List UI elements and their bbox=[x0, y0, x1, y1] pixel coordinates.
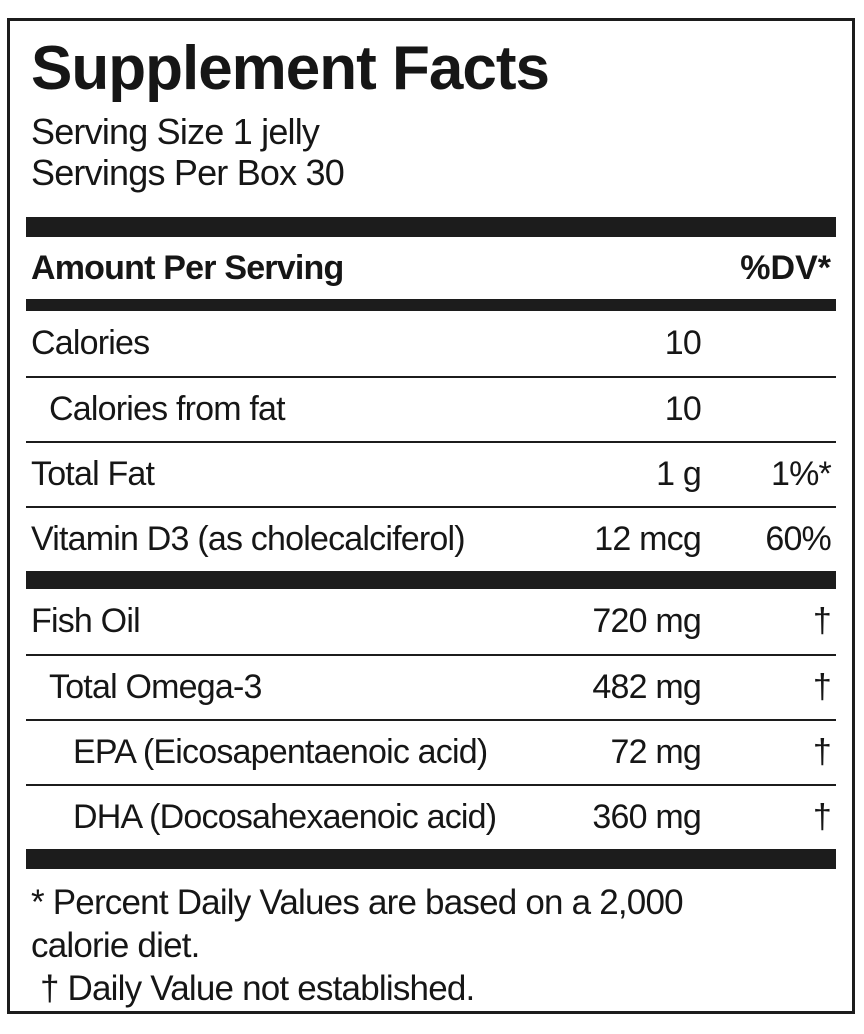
nutrient-dv: † bbox=[812, 733, 832, 771]
nutrient-amount: 1 g bbox=[656, 455, 702, 493]
serving-size-line: Serving Size 1 jelly bbox=[31, 111, 320, 152]
nutrient-amount: 72 mg bbox=[610, 733, 702, 771]
nutrient-name: Calories from fat bbox=[49, 390, 286, 428]
row-calories: Calories 10 bbox=[26, 311, 836, 376]
nutrient-name: Total Omega-3 bbox=[49, 668, 262, 706]
nutrient-amount: 482 mg bbox=[592, 668, 701, 706]
nutrient-dv: 1%* bbox=[771, 455, 832, 493]
divider-bar-thick-1 bbox=[26, 217, 836, 237]
nutrient-amount: 10 bbox=[664, 324, 702, 362]
nutrient-dv: † bbox=[812, 668, 832, 706]
row-vitamin-d3: Vitamin D3 (as cholecalciferol) 12 mcg 6… bbox=[26, 506, 836, 571]
nutrient-name: Total Fat bbox=[31, 455, 155, 493]
divider-bar-medium bbox=[26, 299, 836, 311]
servings-per-box-line: Servings Per Box 30 bbox=[31, 152, 345, 193]
footnotes: * Percent Daily Values are based on a 2,… bbox=[26, 869, 836, 1010]
nutrient-amount: 10 bbox=[664, 390, 702, 428]
divider-bar-thick-3 bbox=[26, 849, 836, 869]
serving-info: Serving Size 1 jelly Servings Per Box 30 bbox=[31, 111, 831, 193]
label-head: Supplement Facts Serving Size 1 jelly Se… bbox=[26, 21, 836, 217]
footnote-daily-value-not-established: † Daily Value not established. bbox=[31, 969, 475, 1008]
nutrient-name: Vitamin D3 (as cholecalciferol) bbox=[31, 520, 466, 558]
supplement-facts-label: Supplement Facts Serving Size 1 jelly Se… bbox=[7, 18, 855, 1014]
footnote-percent-dv-line-2: calorie diet. bbox=[31, 926, 200, 965]
divider-bar-thick-2 bbox=[26, 571, 836, 589]
nutrient-dv: † bbox=[812, 602, 832, 640]
nutrient-section-1: Calories 10 Calories from fat 10 Total F… bbox=[26, 311, 836, 571]
nutrient-amount: 360 mg bbox=[592, 798, 701, 836]
amount-per-serving-header: Amount Per Serving bbox=[31, 248, 344, 287]
nutrient-dv: 60% bbox=[765, 520, 831, 558]
nutrient-name: EPA (Eicosapentaenoic acid) bbox=[73, 733, 488, 771]
nutrient-name: DHA (Docosahexaenoic acid) bbox=[73, 798, 497, 836]
nutrient-dv: † bbox=[812, 798, 832, 836]
row-total-fat: Total Fat 1 g 1%* bbox=[26, 441, 836, 506]
nutrient-name: Calories bbox=[31, 324, 150, 362]
label-title: Supplement Facts bbox=[31, 34, 550, 103]
row-fish-oil: Fish Oil 720 mg † bbox=[26, 589, 836, 654]
nutrient-amount: 12 mcg bbox=[594, 520, 702, 558]
column-header-row: Amount Per Serving %DV* bbox=[26, 237, 836, 299]
footnote-percent-dv-line-1: * Percent Daily Values are based on a 2,… bbox=[31, 883, 684, 922]
row-epa: EPA (Eicosapentaenoic acid) 72 mg † bbox=[26, 719, 836, 784]
row-calories-from-fat: Calories from fat 10 bbox=[26, 376, 836, 441]
row-dha: DHA (Docosahexaenoic acid) 360 mg † bbox=[26, 784, 836, 849]
nutrient-section-2: Fish Oil 720 mg † Total Omega-3 482 mg †… bbox=[26, 589, 836, 849]
row-total-omega-3: Total Omega-3 482 mg † bbox=[26, 654, 836, 719]
percent-dv-header: %DV* bbox=[740, 248, 831, 287]
nutrient-amount: 720 mg bbox=[592, 602, 701, 640]
nutrient-name: Fish Oil bbox=[31, 602, 141, 640]
